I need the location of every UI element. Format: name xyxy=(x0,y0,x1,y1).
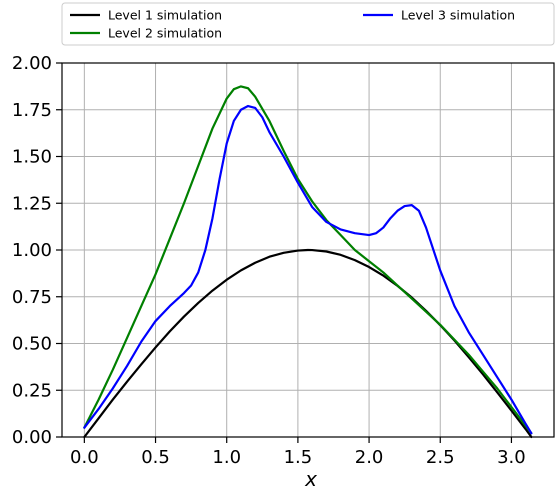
series-lines xyxy=(83,85,533,439)
legend-label-level-1: Level 1 simulation xyxy=(108,8,222,23)
tick-labels: 0.0 0.5 1.0 1.5 2.0 2.5 3.0 0.00 0.25 0.50 0.75 1.0… xyxy=(12,53,526,468)
x-tick-label: 3.0 xyxy=(497,447,526,468)
axes xyxy=(56,62,555,443)
y-tick-label: 1.25 xyxy=(12,193,52,214)
y-tick-label: 2.00 xyxy=(12,53,52,74)
legend-box xyxy=(61,2,555,46)
y-tick-label: 0.50 xyxy=(12,334,52,355)
x-tick-label: 0.5 xyxy=(141,447,170,468)
legend-label-level-2: Level 2 simulation xyxy=(108,26,222,41)
y-tick-label: 1.75 xyxy=(12,100,52,121)
x-tick-label: 0.0 xyxy=(70,447,99,468)
series-line-level-2 xyxy=(83,85,533,435)
series-line-level-3 xyxy=(83,104,533,435)
y-tick-label: 0.25 xyxy=(12,380,52,401)
grid xyxy=(62,62,554,438)
x-tick-label: 1.0 xyxy=(212,447,241,468)
y-tick-label: 1.00 xyxy=(12,240,52,261)
legend-label-level-3: Level 3 simulation xyxy=(401,8,515,23)
legend: Level 1 simulation Level 2 simulation Leve… xyxy=(61,2,555,46)
x-tick-label: 1.5 xyxy=(284,447,313,468)
x-tick-label: 2.5 xyxy=(426,447,455,468)
x-axis-label: x xyxy=(304,467,317,491)
x-tick-label: 2.0 xyxy=(355,447,384,468)
y-tick-label: 0.00 xyxy=(12,427,52,448)
y-tick-label: 1.50 xyxy=(12,147,52,168)
y-tick-label: 0.75 xyxy=(12,287,52,308)
